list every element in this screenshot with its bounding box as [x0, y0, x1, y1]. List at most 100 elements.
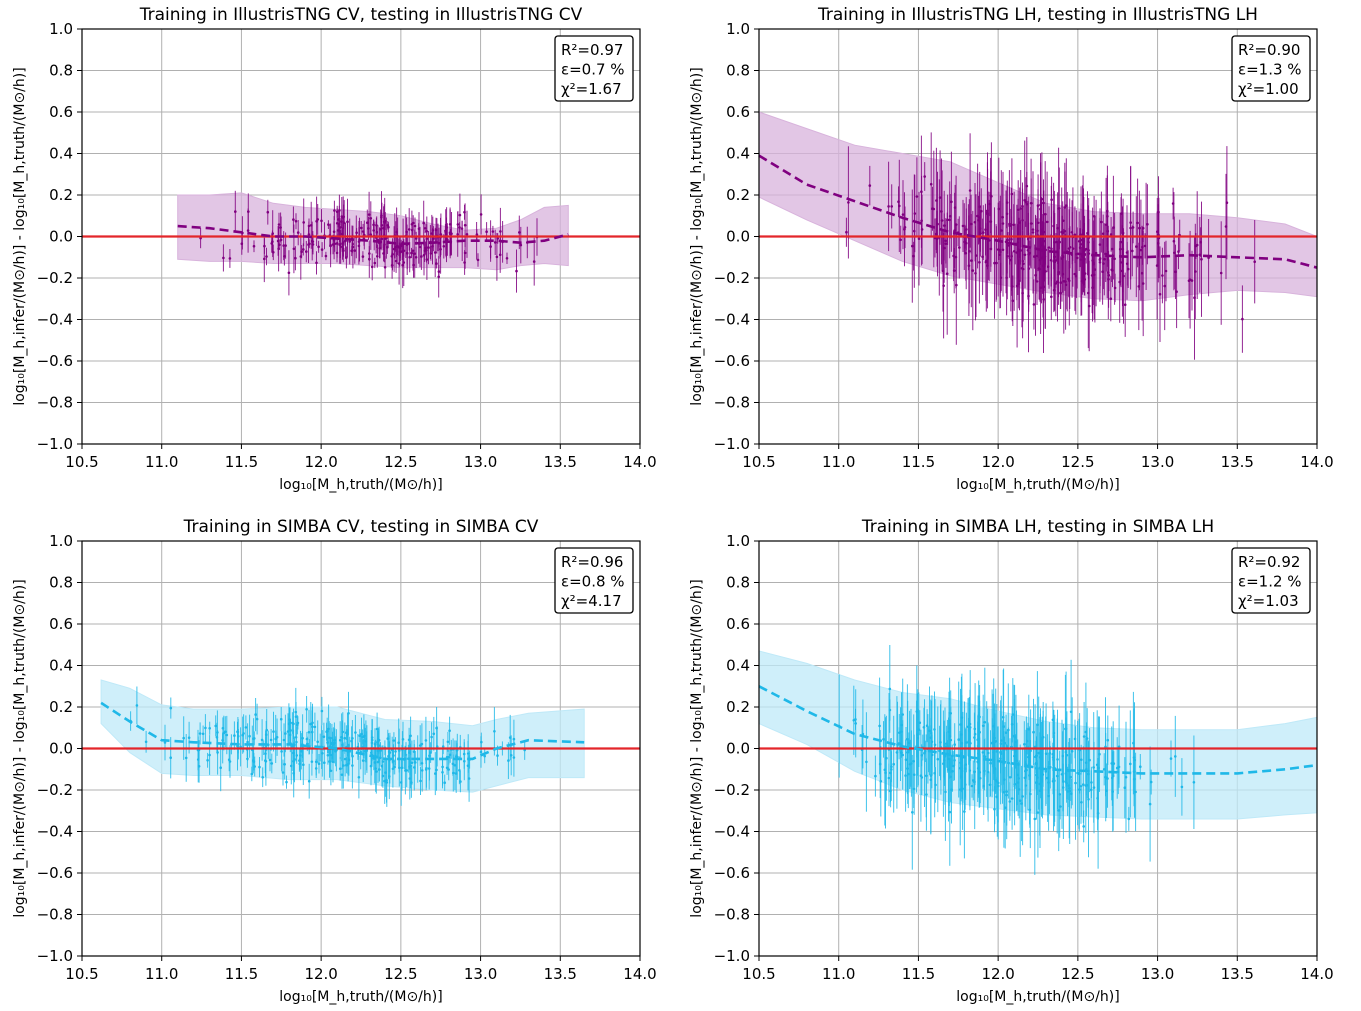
data-point [1074, 781, 1077, 785]
x-tick-label: 13.0 [464, 965, 497, 983]
x-axis-label: log₁₀[M_h,truth/(M⊙/h)] [279, 477, 442, 493]
data-point [369, 233, 373, 236]
y-tick-label: 0.8 [726, 62, 750, 80]
data-point [392, 739, 396, 742]
data-point [1081, 232, 1085, 235]
data-point [413, 224, 417, 228]
data-point [340, 736, 343, 739]
y-tick-label: −0.2 [714, 269, 750, 287]
data-point [944, 239, 948, 243]
data-point [441, 765, 444, 769]
data-point [228, 257, 232, 260]
data-point [1058, 207, 1061, 210]
data-point [1073, 272, 1077, 276]
data-point [1095, 763, 1099, 767]
data-point [398, 246, 402, 249]
data-point [945, 272, 949, 276]
data-point [903, 226, 907, 229]
data-point [907, 772, 910, 776]
data-point [1035, 280, 1039, 283]
data-point [359, 226, 363, 230]
data-point [518, 231, 521, 234]
stats-line: χ²=1.03 [1238, 592, 1299, 610]
data-point [434, 772, 437, 775]
data-point [1082, 735, 1086, 738]
data-point [1056, 758, 1059, 761]
x-tick-label: 13.0 [1141, 453, 1174, 471]
data-point [920, 776, 924, 779]
data-point [448, 729, 451, 732]
data-point [327, 223, 330, 226]
data-point [1163, 284, 1166, 288]
x-tick-label: 10.5 [742, 965, 775, 983]
data-point [920, 219, 923, 222]
data-point [983, 755, 987, 758]
data-point [983, 720, 987, 724]
data-point [453, 764, 457, 767]
data-point [1080, 279, 1083, 283]
data-point [197, 765, 201, 768]
data-point [375, 770, 378, 773]
y-tick-label: 1.0 [726, 532, 750, 550]
data-point [933, 728, 936, 731]
data-point [279, 717, 283, 721]
data-point [885, 756, 888, 760]
y-tick-label: 0.4 [726, 145, 750, 163]
data-point [182, 736, 185, 740]
data-point [1069, 775, 1072, 779]
x-tick-label: 12.0 [304, 965, 337, 983]
data-point [507, 759, 510, 762]
data-point [989, 220, 993, 223]
data-point [466, 764, 470, 767]
data-point [1000, 229, 1003, 232]
data-point [331, 243, 335, 246]
x-tick-label: 12.0 [304, 453, 337, 471]
data-point [847, 201, 850, 204]
data-point [219, 766, 222, 769]
data-point [1001, 248, 1005, 252]
data-point [1011, 299, 1015, 303]
data-point [412, 750, 416, 753]
data-point [1139, 248, 1143, 252]
data-point [252, 759, 255, 762]
data-point [446, 740, 450, 744]
x-tick-label: 12.0 [981, 965, 1014, 983]
panel-title: Training in SIMBA CV, testing in SIMBA C… [183, 517, 539, 537]
data-point [302, 763, 305, 766]
data-point [1082, 825, 1085, 828]
data-point [451, 762, 455, 766]
data-point [427, 246, 430, 249]
data-point [296, 721, 300, 725]
data-point [1040, 197, 1044, 201]
data-point [943, 754, 947, 758]
data-point [376, 740, 379, 744]
y-tick-label: 0.2 [49, 186, 73, 204]
data-point [1008, 776, 1012, 779]
data-point [1018, 221, 1021, 224]
data-point [266, 210, 270, 214]
data-point [378, 768, 381, 771]
data-point [439, 233, 443, 236]
data-point [976, 214, 979, 218]
data-point [283, 254, 286, 258]
data-point [294, 256, 297, 260]
data-point [397, 741, 401, 744]
data-point [1174, 755, 1177, 758]
data-point [373, 261, 377, 265]
data-point [1161, 274, 1164, 277]
data-point [350, 739, 353, 743]
data-point [1136, 221, 1139, 225]
data-point [1032, 730, 1035, 734]
data-point [1033, 255, 1036, 258]
data-point [368, 257, 371, 261]
data-point [901, 213, 905, 216]
data-point [965, 228, 968, 231]
data-point [305, 250, 308, 253]
data-point [361, 255, 365, 258]
y-tick-label: −0.8 [37, 394, 73, 412]
data-point [246, 229, 250, 232]
data-point [904, 774, 907, 777]
data-point [1253, 260, 1256, 264]
data-point [423, 227, 427, 230]
x-tick-label: 13.5 [544, 965, 577, 983]
